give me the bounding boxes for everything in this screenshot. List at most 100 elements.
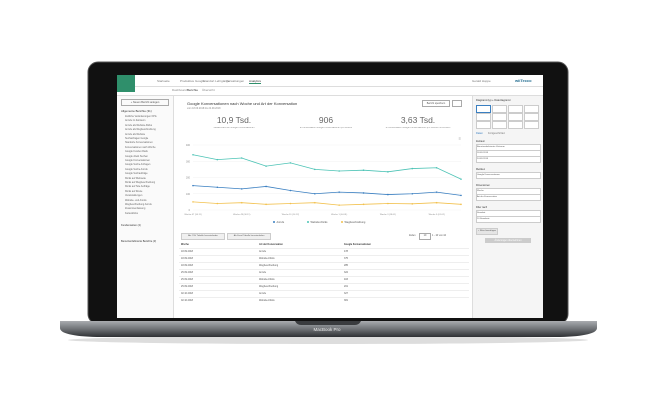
export-button[interactable]: Als CSV Tabelle herunterladen	[181, 233, 225, 240]
chart-type-icon[interactable]	[492, 105, 507, 113]
sidebar-item[interactable]: Klicks auf Route	[125, 189, 143, 193]
export-button[interactable]: Als Excel Tabelle herunterladen	[227, 233, 271, 240]
panel-tab[interactable]: Daten	[476, 132, 483, 135]
sidebar-item[interactable]: Klicks auf Wegbeschreibung	[125, 181, 156, 184]
table-cell: 18.09.2018	[181, 257, 193, 260]
sidebar-item[interactable]: Anrufe im Zeitraum	[125, 119, 146, 123]
field-value[interactable]: Art der Konversation	[476, 194, 541, 201]
new-report-button[interactable]: + Neuen Bericht anlegen	[121, 99, 169, 106]
table-cell: 322	[344, 271, 348, 274]
chart-type-icon[interactable]	[524, 113, 539, 121]
nav-item[interactable]: Standort Lehrgänge	[203, 79, 230, 83]
sidebar-item[interactable]: Google Kunden Rank	[125, 150, 148, 154]
apply-button[interactable]: Änderungen übernehmen	[485, 238, 531, 243]
sub-nav-item[interactable]: Dashboard	[172, 88, 187, 92]
sidebar-group[interactable]: Benutzerdefinierte Berichte (3)	[121, 240, 157, 243]
x-tick-label: Woche 3 (18.01)	[380, 214, 396, 216]
sidebar-group[interactable]: Kundenseiten (4)	[121, 224, 141, 227]
x-tick-label: Woche 1 (04.01)	[331, 214, 347, 216]
sub-nav-item[interactable]: Übersicht	[202, 88, 215, 92]
sidebar-item[interactable]: Google Konversationen	[125, 159, 150, 162]
series-point	[216, 186, 219, 189]
sidebar-item[interactable]: Anrufe als Website	[125, 132, 146, 136]
series-point	[387, 193, 389, 196]
menu-button[interactable]	[452, 100, 462, 107]
nav-item[interactable]: Startseite	[157, 79, 170, 83]
chart-type-icon[interactable]	[476, 121, 491, 129]
sidebar-item[interactable]: Veranstaltungen	[125, 194, 143, 198]
series-point	[265, 203, 267, 206]
sidebar-item[interactable]: Klicks auf Webseite	[125, 176, 146, 180]
legend-label: Wegbeschreibung	[345, 220, 366, 224]
rows-select[interactable]: 10	[419, 233, 431, 240]
x-tick-label: Woche 51 (14.12)	[282, 214, 300, 216]
series-point	[387, 171, 389, 173]
chart-type-icon[interactable]	[492, 121, 507, 129]
series-point	[460, 194, 462, 197]
sidebar-item[interactable]: Standorte Konversationen	[125, 141, 153, 145]
brand[interactable]: wiiTecco	[515, 78, 532, 83]
pager[interactable]: 1 - 10 von 44	[432, 234, 446, 237]
sidebar-item[interactable]: Zeitliche Veränderungen KPIs	[125, 115, 157, 118]
table-row	[179, 276, 469, 284]
y-tick-label: 0	[189, 209, 191, 212]
sub-nav-item[interactable]: Berichte	[187, 88, 199, 92]
legend-label: Anrufe	[277, 220, 285, 224]
chart-type-icon[interactable]	[508, 105, 523, 113]
field-value[interactable]: Google Konversationen	[476, 172, 541, 179]
chart-type-icon[interactable]	[476, 105, 491, 113]
panel-tab[interactable]: Fortgeschritten	[488, 132, 506, 135]
table-cell: Website-Klicks	[259, 299, 275, 302]
sidebar-item[interactable]: Klicks auf Tele Aufträge	[125, 185, 150, 189]
main: Google Konversationen nach Woche und Art…	[179, 96, 469, 318]
chart: ≡ 0 100 200 300 400 Woche 47 (16.11) Woche 49 (…	[184, 136, 462, 224]
series-point	[460, 178, 462, 180]
sidebar-item[interactable]: Anrufe als Website-Klicks	[125, 123, 153, 127]
table-cell: Anrufe	[259, 250, 267, 253]
sidebar-item[interactable]: Anrufe als Wegbeschreibung	[125, 128, 156, 132]
chart-type-icon[interactable]	[492, 113, 507, 121]
sidebar-item[interactable]: Google direkt Suchen	[125, 154, 148, 158]
nav-item[interactable]: Analytics	[249, 79, 262, 84]
sidebar-item[interactable]: Website- und Anrufe	[125, 198, 147, 202]
sidebar-item[interactable]: Google Suche Anfragen	[125, 163, 151, 167]
series-point	[289, 202, 292, 205]
sidebar-item[interactable]: Kartenklicks	[125, 211, 138, 215]
base	[60, 321, 597, 337]
series-point	[314, 192, 316, 195]
chart-type-icon[interactable]	[508, 121, 523, 129]
table-header: Woche	[181, 243, 189, 246]
series-line	[192, 154, 462, 180]
user[interactable]: Gerald Hoppe	[472, 79, 491, 83]
sidebar-item[interactable]: Google Suchaufträge	[125, 172, 148, 176]
field-value[interactable]: 24.09.2018	[476, 156, 541, 163]
series-point	[216, 202, 219, 205]
series-point	[314, 201, 316, 204]
series-point	[435, 201, 438, 204]
sidebar-item[interactable]: Konversationen nach Woche	[125, 145, 156, 149]
chart-type-icon[interactable]	[524, 105, 539, 113]
series-line	[192, 185, 462, 196]
table-cell: Anrufe	[259, 271, 267, 274]
series-point	[338, 170, 340, 172]
nav-item[interactable]: Produktive Google	[180, 79, 205, 83]
sidebar-item[interactable]: Zusammenfassung	[125, 207, 146, 211]
chart-type-icon[interactable]	[476, 113, 491, 121]
save-button[interactable]: Bericht speichern	[422, 100, 450, 107]
y-tick-label: 100	[186, 193, 191, 196]
field-value[interactable]: 10 Standorte	[476, 216, 541, 223]
kpi-caption: Ø Konversation Google Konversationen pro…	[299, 127, 353, 129]
series-point	[192, 153, 194, 156]
chart-type-icon[interactable]	[524, 121, 539, 129]
series-point	[216, 158, 219, 161]
chart-type-icon[interactable]	[508, 113, 523, 121]
sidebar-item[interactable]: Suchanfragen Google	[125, 137, 149, 140]
nav-item[interactable]: Verwaltungen	[226, 79, 245, 83]
sidebar-group[interactable]: Allgemeine Berichte (31)	[121, 109, 152, 113]
add-filter-button[interactable]: + Filter hinzufügen	[476, 228, 498, 235]
sidebar-item[interactable]: Wegbeschreibung Anrufe	[125, 203, 152, 206]
series-point	[338, 191, 340, 193]
sidebar-item[interactable]: Google Suche Anrufe	[125, 167, 148, 171]
table: Als CSV Tabelle herunterladen Als Excel T…	[179, 233, 469, 318]
